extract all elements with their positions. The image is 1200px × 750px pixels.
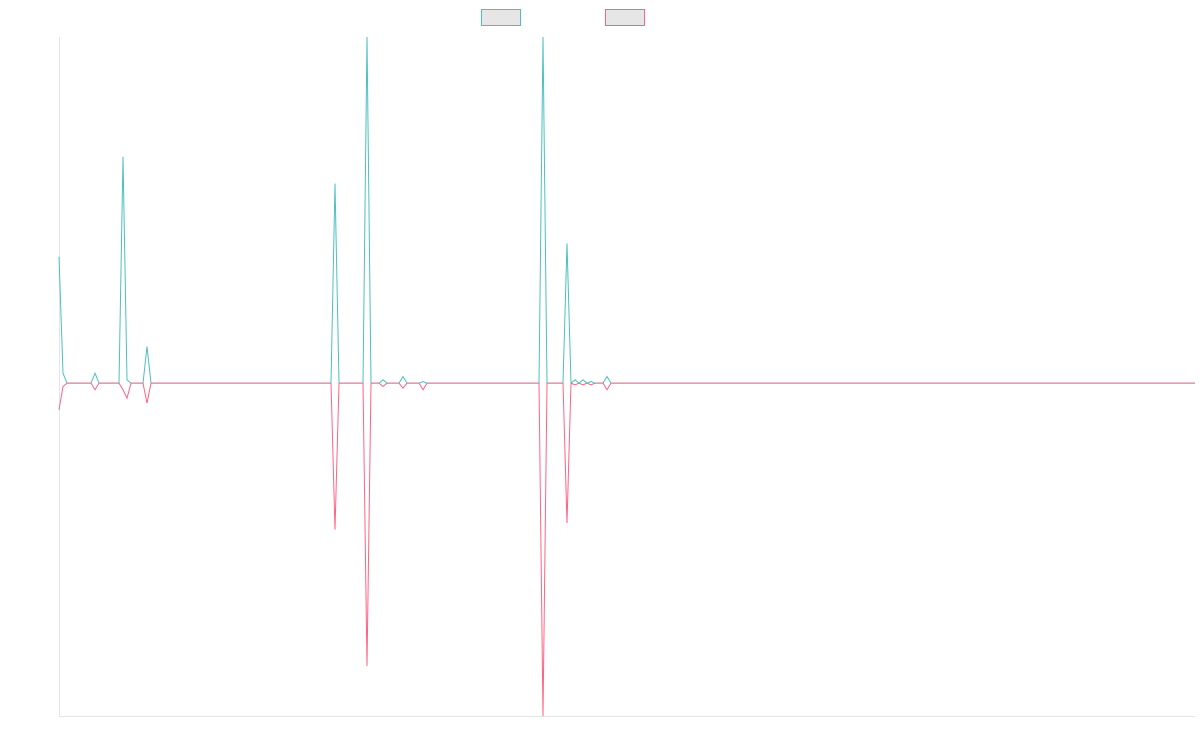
legend-swatch xyxy=(605,9,645,26)
series-line xyxy=(58,36,1195,385)
series-line xyxy=(58,382,1195,717)
legend-swatch xyxy=(481,9,521,26)
